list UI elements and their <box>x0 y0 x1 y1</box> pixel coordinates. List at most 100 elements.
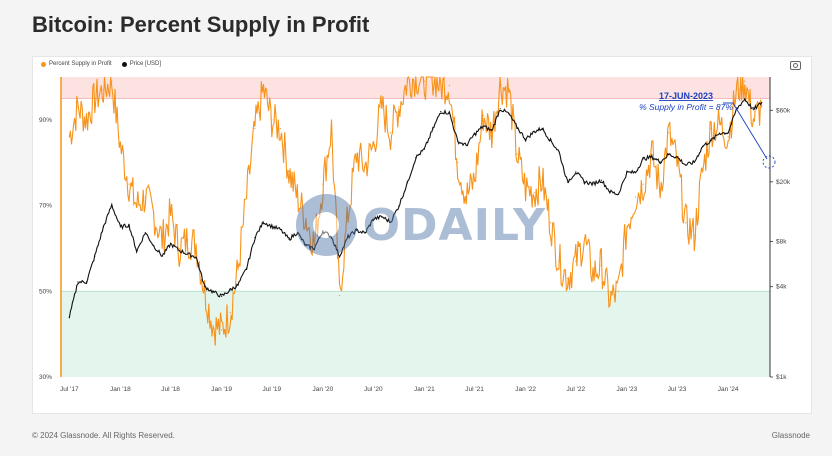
price-point-18 <box>221 295 223 297</box>
price-point-46 <box>457 140 459 142</box>
price-point-10 <box>153 245 155 247</box>
supply-point-38 <box>389 132 392 134</box>
price-point-66 <box>626 171 628 174</box>
supply-point-77 <box>718 123 721 125</box>
x-tick-2: Jul '18 <box>161 386 180 393</box>
price-point-51 <box>499 108 501 110</box>
y-left-tick-3: 90% <box>39 117 52 124</box>
price-point-80 <box>744 98 746 100</box>
price-point-47 <box>465 144 467 146</box>
supply-point-79 <box>736 89 738 91</box>
price-point-12 <box>169 243 172 245</box>
supply-point-9 <box>144 196 146 198</box>
supply-point-0 <box>68 136 70 138</box>
legend-swatch-price <box>121 61 127 67</box>
price-point-9 <box>144 231 146 234</box>
supply-point-55 <box>533 192 535 194</box>
supply-point-23 <box>262 89 265 91</box>
supply-point-58 <box>558 260 560 262</box>
annotation-text: % Supply in Profit = 87% <box>639 102 733 112</box>
price-point-36 <box>372 218 374 220</box>
supply-point-49 <box>482 114 484 117</box>
price-point-38 <box>389 221 392 223</box>
price-point-64 <box>609 191 611 193</box>
y-left-tick-0: 30% <box>39 374 52 381</box>
series-line-price <box>68 97 763 319</box>
supply-point-66 <box>626 226 628 228</box>
price-point-15 <box>195 256 197 258</box>
y-left-tick-2: 70% <box>39 203 52 210</box>
supply-point-18 <box>221 329 223 331</box>
supply-point-76 <box>710 127 712 130</box>
chart-legend: Percent Supply in Profit Price [USD] <box>41 61 161 67</box>
price-point-81 <box>752 109 754 111</box>
supply-point-28 <box>305 217 307 220</box>
price-point-48 <box>473 133 476 135</box>
legend-label-supply: Percent Supply in Profit <box>49 61 112 67</box>
price-point-45 <box>448 112 450 114</box>
supply-point-40 <box>406 80 409 82</box>
legend-item-price[interactable]: Price [USD] <box>121 61 161 67</box>
price-point-34 <box>355 229 358 231</box>
watermark: ODAILY <box>296 190 546 260</box>
price-point-35 <box>364 232 366 234</box>
supply-point-34 <box>355 153 358 155</box>
supply-point-25 <box>279 127 282 130</box>
supply-point-65 <box>617 290 619 292</box>
supply-point-59 <box>566 277 569 280</box>
price-point-14 <box>187 253 189 255</box>
price-point-44 <box>440 110 442 113</box>
supply-point-20 <box>237 269 239 271</box>
price-point-57 <box>549 139 552 142</box>
x-tick-8: Jul '21 <box>465 386 484 393</box>
price-point-63 <box>600 179 602 181</box>
price-point-37 <box>381 216 383 218</box>
price-point-75 <box>701 145 704 147</box>
x-tick-4: Jul '19 <box>263 386 282 393</box>
price-point-65 <box>617 193 619 195</box>
y-right-tick-4: $60k <box>776 107 791 114</box>
x-tick-9: Jan '22 <box>515 386 536 393</box>
supply-point-53 <box>516 153 518 155</box>
supply-point-3 <box>94 97 96 100</box>
supply-point-48 <box>473 179 476 181</box>
y-right-tick-1: $4k <box>776 284 787 291</box>
supply-point-10 <box>153 213 155 215</box>
price-point-8 <box>136 250 138 252</box>
supply-point-78 <box>727 136 729 138</box>
supply-point-15 <box>195 243 197 245</box>
supply-point-73 <box>685 222 687 224</box>
price-point-52 <box>508 113 510 115</box>
price-point-17 <box>212 291 214 293</box>
price-point-61 <box>583 181 586 183</box>
supply-point-11 <box>161 239 163 241</box>
supply-point-46 <box>457 162 459 164</box>
price-point-30 <box>322 230 324 232</box>
price-point-56 <box>541 127 543 129</box>
y-right-tick-2: $8k <box>776 239 787 246</box>
y-right-tick-0: $1k <box>776 374 787 381</box>
price-point-50 <box>491 130 493 132</box>
price-point-40 <box>406 182 409 184</box>
price-point-6 <box>119 226 121 228</box>
price-point-16 <box>204 286 206 288</box>
price-point-62 <box>592 183 594 185</box>
price-point-22 <box>254 236 256 239</box>
supply-point-72 <box>676 162 678 164</box>
price-point-77 <box>718 132 721 134</box>
supply-point-43 <box>432 76 434 78</box>
chart-svg: 30% 50% 70% 90% $1k $4k $8k $20k $60k Jul '17 Jan … <box>39 75 791 393</box>
supply-point-24 <box>271 119 273 121</box>
price-point-67 <box>634 171 637 174</box>
supply-point-5 <box>111 80 113 82</box>
price-point-49 <box>482 125 484 127</box>
price-point-27 <box>296 231 298 234</box>
price-point-69 <box>651 156 653 158</box>
price-point-78 <box>727 131 729 134</box>
price-point-1 <box>77 281 79 283</box>
supply-point-32 <box>338 294 341 297</box>
price-point-82 <box>761 102 763 104</box>
supply-point-50 <box>491 132 493 134</box>
legend-item-supply[interactable]: Percent Supply in Profit <box>41 61 112 67</box>
camera-icon[interactable] <box>790 61 801 70</box>
